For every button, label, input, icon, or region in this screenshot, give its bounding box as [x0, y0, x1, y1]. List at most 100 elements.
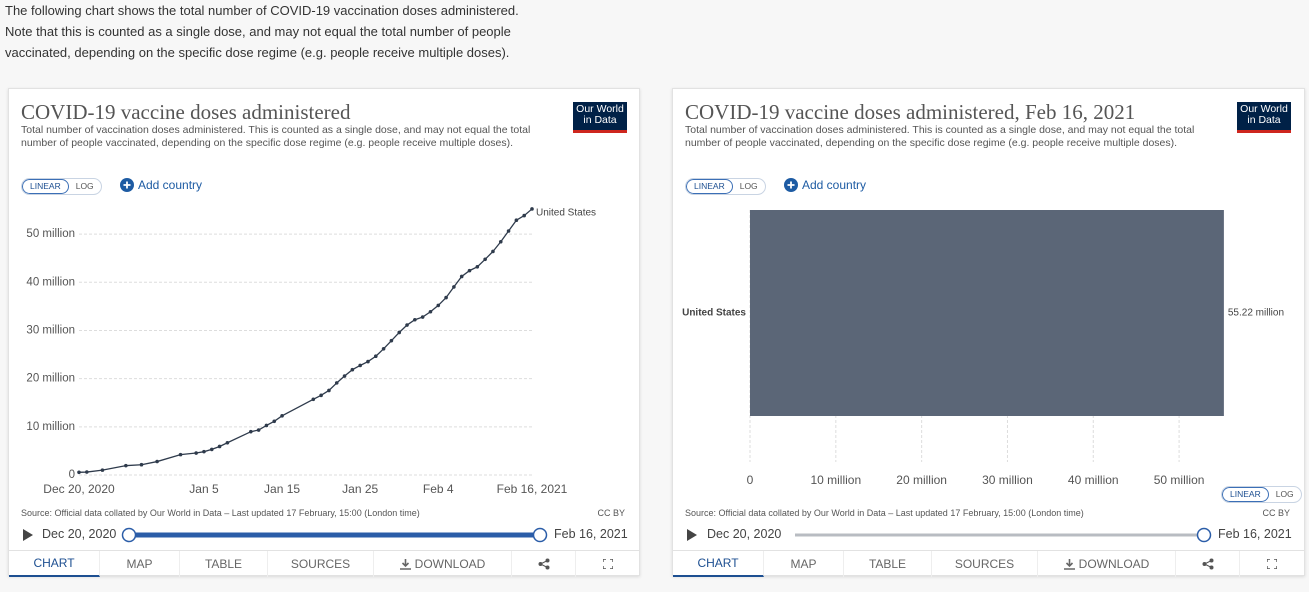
bar: [750, 210, 1224, 416]
tab[interactable]: MAP: [100, 551, 180, 577]
data-point: [373, 354, 378, 359]
tab[interactable]: CHART: [673, 551, 764, 577]
data-point: [428, 309, 433, 314]
data-point: [389, 338, 394, 343]
x-tick-label: 50 million: [1154, 473, 1205, 487]
share-icon: [1202, 558, 1213, 570]
data-point: [413, 317, 417, 322]
tab[interactable]: TABLE: [844, 551, 932, 577]
y-tick-label: 40 million: [26, 276, 75, 288]
intro-line: Note that this is counted as a single do…: [5, 24, 511, 39]
x-tick-label: 40 million: [1068, 473, 1119, 487]
data-point: [381, 347, 386, 351]
fullscreen-button[interactable]: [1240, 551, 1304, 577]
category-label: United States: [682, 308, 746, 319]
x-tick-label: 10 million: [810, 473, 861, 487]
tab-label: MAP: [790, 557, 817, 571]
logo-line: in Data: [1247, 114, 1281, 126]
tab[interactable]: DOWNLOAD: [1038, 551, 1176, 577]
y-tick-label: 10 million: [26, 421, 75, 433]
scale-button[interactable]: LOG: [1275, 489, 1294, 499]
chart-subtitle: Total number of vaccination doses admini…: [685, 124, 1195, 149]
fullscreen-button[interactable]: [576, 551, 639, 577]
timeline-handle: [532, 527, 548, 543]
data-point: [483, 257, 487, 262]
data-point: [397, 330, 402, 335]
timeline-end: Feb 16, 2021: [1218, 527, 1292, 541]
data-point: [225, 440, 230, 445]
download-icon: [399, 558, 411, 570]
data-point: [366, 359, 370, 364]
series-label: United States: [536, 208, 596, 219]
x-tick-label: 30 million: [982, 473, 1033, 487]
chart: 0 10 million 20 million 30 million 40 millio…: [682, 210, 1284, 487]
x-tick-label: Jan 5: [189, 482, 219, 496]
data-point: [100, 468, 105, 472]
scale-button[interactable]: LOG: [739, 181, 758, 191]
share-button[interactable]: [512, 551, 576, 577]
logo[interactable]: Our World in Data: [1237, 102, 1291, 133]
chart-panel: COVID-19 vaccine doses administered, Feb…: [672, 88, 1305, 577]
share-button[interactable]: [1176, 551, 1240, 577]
chart-title: COVID-19 vaccine doses administered, Feb…: [685, 100, 1136, 124]
data-point: [405, 323, 409, 327]
add-country[interactable]: Add country: [120, 178, 202, 192]
data-point: [358, 363, 362, 368]
data-point: [334, 381, 339, 385]
data-point: [264, 423, 269, 428]
tab-label: DOWNLOAD: [414, 557, 486, 571]
chart: 0 10 million 20 million 30 million 40 millio…: [26, 207, 596, 496]
logo-line: Our World: [576, 103, 624, 115]
tab-label: CHART: [697, 556, 739, 570]
add-country[interactable]: Add country: [784, 178, 866, 192]
data-point: [522, 213, 526, 218]
scale-button[interactable]: LOG: [75, 181, 94, 191]
data-point: [498, 239, 503, 244]
tab[interactable]: SOURCES: [932, 551, 1038, 577]
data-point: [217, 444, 222, 449]
add-country-text: Add country: [802, 178, 867, 192]
tab-label: TABLE: [868, 557, 907, 571]
data-point: [77, 470, 81, 475]
data-point: [491, 249, 495, 254]
data-point: [436, 303, 441, 308]
tab[interactable]: MAP: [764, 551, 844, 577]
scale-toggle: LINEAR LOG: [21, 178, 102, 195]
y-tick-label: 30 million: [26, 324, 75, 336]
data-point: [475, 265, 480, 269]
series-line: [78, 208, 533, 473]
data-point: [514, 218, 519, 223]
scale-button[interactable]: LINEAR: [22, 179, 69, 194]
scale-button[interactable]: LINEAR: [686, 179, 733, 194]
timeline[interactable]: [9, 525, 639, 545]
y-tick-label: 50 million: [26, 228, 75, 240]
tab[interactable]: DOWNLOAD: [374, 551, 512, 577]
data-point: [506, 229, 511, 233]
chart-panel: COVID-19 vaccine doses administered Total…: [8, 88, 640, 577]
tab[interactable]: TABLE: [180, 551, 268, 577]
download-icon: [1063, 558, 1075, 570]
x-tick-label: Jan 15: [264, 482, 300, 496]
tab-bar: CHART MAP TABLE SOURCES DOWNLOAD: [673, 550, 1304, 577]
data-point: [155, 459, 159, 464]
tab[interactable]: SOURCES: [268, 551, 374, 577]
timeline-handle: [121, 527, 137, 543]
tab[interactable]: CHART: [9, 551, 100, 577]
tab-label: CHART: [33, 556, 75, 570]
data-point: [467, 268, 472, 273]
logo[interactable]: Our World in Data: [573, 102, 627, 133]
scale-button[interactable]: LINEAR: [1222, 487, 1269, 502]
plus-icon: [784, 178, 798, 192]
x-tick-label: 20 million: [896, 473, 947, 487]
timeline[interactable]: [673, 525, 1304, 545]
y-tick-label: 20 million: [26, 373, 75, 385]
data-point: [124, 463, 128, 468]
x-tick-label: Feb 4: [423, 482, 454, 496]
source: Source: Official data collated by Our Wo…: [21, 508, 420, 518]
data-point: [85, 470, 89, 474]
data-point: [530, 207, 534, 211]
chart-subtitle: Total number of vaccination doses admini…: [21, 124, 531, 149]
intro-line: The following chart shows the total numb…: [5, 3, 519, 18]
timeline-start: Dec 20, 2020: [42, 527, 117, 541]
